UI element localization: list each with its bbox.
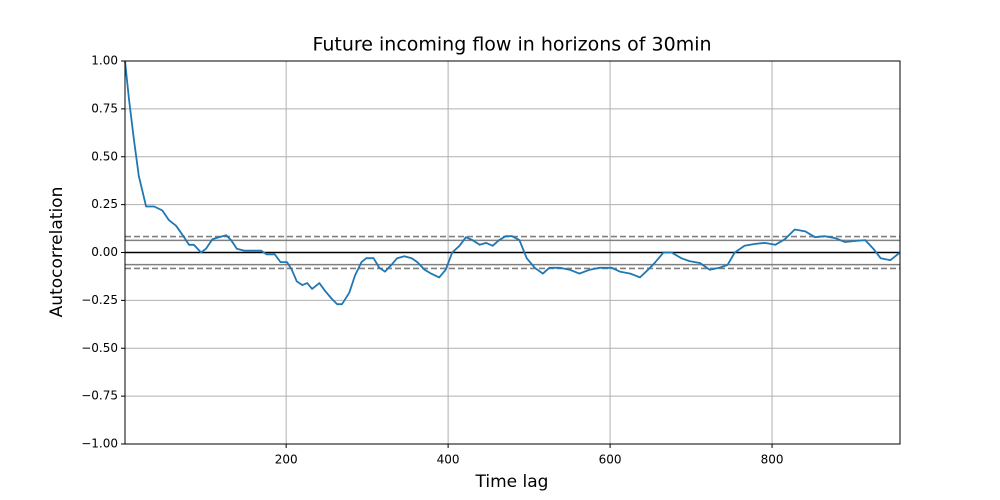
series-line: [124, 60, 901, 306]
chart-title: Future incoming flow in horizons of 30mi…: [312, 34, 711, 56]
y-tick-label: 0.50: [91, 149, 118, 163]
y-tick-label: −0.75: [81, 389, 118, 403]
plot-frame: [124, 60, 901, 445]
x-tick-label: 200: [275, 453, 298, 467]
x-axis-label: Time lag: [475, 472, 549, 492]
y-tick-label: −1.00: [81, 437, 118, 451]
y-tick-label: −0.50: [81, 341, 118, 355]
x-tick-label: 800: [761, 453, 784, 467]
x-tick-label: 600: [599, 453, 622, 467]
y-tick-label: −0.25: [81, 293, 118, 307]
y-tick-label: 0.00: [91, 245, 118, 259]
y-tick-label: 0.75: [91, 101, 118, 115]
y-axis-label: Autocorrelation: [47, 187, 67, 318]
x-tick-label: 400: [437, 453, 460, 467]
y-tick-label: 1.00: [91, 54, 118, 68]
y-tick-label: 0.25: [91, 197, 118, 211]
